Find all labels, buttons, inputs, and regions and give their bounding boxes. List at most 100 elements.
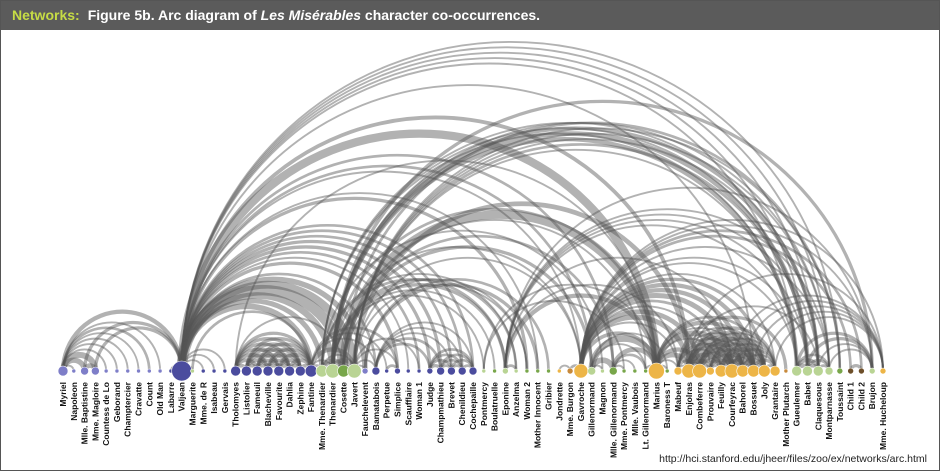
node-montparnasse[interactable] xyxy=(824,366,834,376)
arc-link xyxy=(310,337,377,372)
arc-link xyxy=(266,347,313,372)
node-mother-innocent[interactable] xyxy=(535,368,541,374)
arc-link xyxy=(233,347,281,372)
node-woman-2[interactable] xyxy=(524,368,530,374)
node-mme-de-r[interactable] xyxy=(200,368,206,374)
node-grantaire[interactable] xyxy=(769,365,781,377)
node-label: Mlle. Vaubois xyxy=(630,382,640,436)
source-url[interactable]: http://hci.stanford.edu/jheer/files/zoo/… xyxy=(659,453,927,465)
node-scaufflaire[interactable] xyxy=(405,368,411,374)
node-mlle-gillenormand[interactable] xyxy=(608,366,618,376)
arc-link xyxy=(234,160,658,372)
node-mme-magloire[interactable] xyxy=(91,366,100,376)
title-italic: Les Misérables xyxy=(260,7,362,23)
arc-link xyxy=(685,335,757,372)
arc-link xyxy=(795,353,831,372)
node-myriel[interactable] xyxy=(57,365,69,377)
node-marius[interactable] xyxy=(648,362,665,380)
node-cravatte[interactable] xyxy=(136,368,141,374)
node-fameuil[interactable] xyxy=(251,365,263,377)
node-mlle-vaubois[interactable] xyxy=(632,368,638,374)
node-isabeau[interactable] xyxy=(211,368,217,374)
node-fauchelevent[interactable] xyxy=(361,367,369,375)
node-bamatabois[interactable] xyxy=(371,366,381,376)
arc-link xyxy=(579,245,831,372)
node-babet[interactable] xyxy=(802,365,813,377)
node-tholomyes[interactable] xyxy=(230,365,241,377)
node-jondrette[interactable] xyxy=(557,368,562,374)
arc-link xyxy=(342,121,842,372)
node-old-man[interactable] xyxy=(157,368,163,374)
node-gueulemer[interactable] xyxy=(791,365,802,377)
node-gavroche[interactable] xyxy=(573,363,589,379)
node-gribier[interactable] xyxy=(546,368,551,374)
arc-link xyxy=(339,210,661,372)
node-toussaint[interactable] xyxy=(836,367,844,375)
node-anzelma[interactable] xyxy=(513,368,519,374)
node-child-1[interactable] xyxy=(847,367,854,375)
arc-link xyxy=(180,57,809,372)
arc-link xyxy=(180,256,410,372)
arc-link xyxy=(351,201,692,372)
node-listolier[interactable] xyxy=(241,365,252,377)
node-label: Old Man xyxy=(155,382,165,416)
node-bossuet[interactable] xyxy=(747,364,760,378)
arc-link xyxy=(320,121,820,372)
node-mabeuf[interactable] xyxy=(673,366,683,376)
arc-link xyxy=(353,132,831,372)
node-count[interactable] xyxy=(147,368,152,374)
node-label: Prouvaire xyxy=(705,382,715,421)
node-bahorel[interactable] xyxy=(736,364,750,378)
node-boulatruelle[interactable] xyxy=(492,368,497,374)
node-mme-pontmercy[interactable] xyxy=(621,368,627,374)
node-valjean[interactable] xyxy=(171,360,192,382)
node-lt-gillenormand[interactable] xyxy=(643,368,648,374)
node-gervais[interactable] xyxy=(222,368,228,374)
node-chenildieu[interactable] xyxy=(457,366,467,376)
arc-link xyxy=(180,62,798,372)
node-baroness-t[interactable] xyxy=(664,368,670,374)
node-combeferre[interactable] xyxy=(692,363,707,379)
node-favourite[interactable] xyxy=(273,365,285,377)
arc-link xyxy=(180,250,421,372)
node-gillenormand[interactable] xyxy=(587,366,596,376)
node-claquesous[interactable] xyxy=(812,365,824,377)
node-napoleon[interactable] xyxy=(71,368,77,374)
node-mme-hucheloup[interactable] xyxy=(879,367,887,375)
node-woman-1[interactable] xyxy=(416,368,422,374)
node-javert[interactable] xyxy=(347,363,362,379)
node-pontmercy[interactable] xyxy=(481,368,487,374)
arc-link xyxy=(590,332,669,372)
node-simplice[interactable] xyxy=(394,367,401,375)
node-perpetue[interactable] xyxy=(384,368,389,374)
node-brujon[interactable] xyxy=(868,367,876,375)
arc-link xyxy=(310,332,388,372)
title-bar: Networks: Figure 5b. Arc diagram of Les M… xyxy=(1,1,939,30)
node-champtercier[interactable] xyxy=(125,368,131,374)
node-marguerite[interactable] xyxy=(190,368,195,374)
arc-link xyxy=(720,343,777,372)
node-prouvaire[interactable] xyxy=(706,366,715,376)
node-fantine[interactable] xyxy=(304,364,318,378)
arc-link xyxy=(320,127,809,372)
node-blacheville[interactable] xyxy=(262,365,274,377)
node-champmathieu[interactable] xyxy=(436,366,445,376)
arc-link xyxy=(353,138,820,372)
node-magnon[interactable] xyxy=(600,368,605,374)
node-dahlia[interactable] xyxy=(284,365,295,377)
node-brevet[interactable] xyxy=(447,366,456,376)
node-zephine[interactable] xyxy=(295,365,306,377)
node-joly[interactable] xyxy=(758,364,771,378)
node-judge[interactable] xyxy=(426,367,434,375)
node-mlle-baptistine[interactable] xyxy=(80,366,89,376)
node-child-2[interactable] xyxy=(858,367,865,375)
arc-link xyxy=(62,343,118,372)
node-countess-de-lo[interactable] xyxy=(103,368,109,374)
node-label: Judge xyxy=(425,382,435,407)
node-mother-plutarch[interactable] xyxy=(783,368,789,374)
arc-link xyxy=(331,207,658,372)
node-cochepaille[interactable] xyxy=(468,366,478,376)
node-eponine[interactable] xyxy=(502,367,509,375)
node-geborand[interactable] xyxy=(114,368,120,374)
node-mme-burgon[interactable] xyxy=(566,367,574,375)
